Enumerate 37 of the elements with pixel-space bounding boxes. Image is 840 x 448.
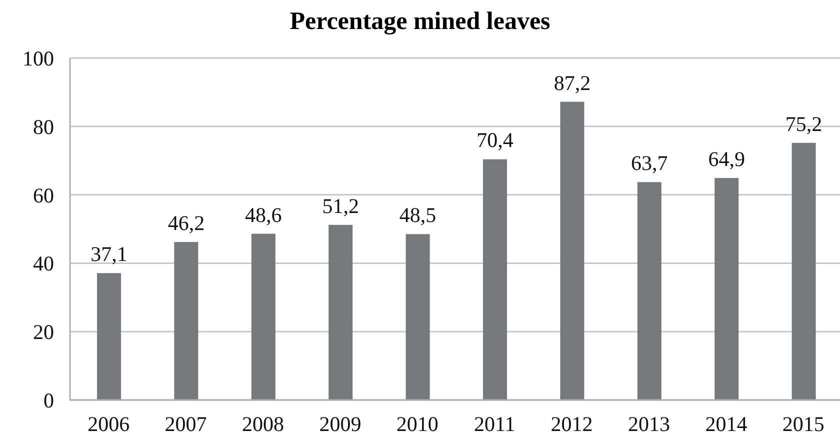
- bar: [174, 242, 198, 400]
- x-tick-label: 2012: [550, 412, 593, 436]
- y-tick-label: 20: [33, 320, 54, 344]
- y-tick-label: 60: [33, 183, 54, 208]
- data-label: 70,4: [476, 128, 514, 152]
- bar: [483, 159, 507, 400]
- x-tick-label: 2008: [242, 412, 284, 436]
- x-tick-label: 2015: [782, 412, 824, 436]
- x-tick-label: 2007: [164, 412, 207, 436]
- y-tick-label: 100: [22, 46, 54, 70]
- data-label: 63,7: [631, 151, 668, 176]
- data-label: 51,2: [322, 194, 359, 218]
- y-tick-label: 80: [33, 114, 54, 139]
- bar: [328, 224, 353, 400]
- x-tick-label: 2013: [628, 412, 670, 436]
- data-label: 64,9: [708, 147, 745, 172]
- bar: [251, 234, 276, 400]
- bar: [406, 234, 430, 400]
- data-label: 75,2: [785, 112, 822, 136]
- bar: [792, 142, 816, 400]
- data-label: 48,6: [245, 202, 282, 227]
- data-label: 48,5: [399, 203, 436, 228]
- y-tick-label: 40: [33, 252, 54, 276]
- x-tick-label: 2011: [474, 412, 516, 436]
- data-label: 46,2: [168, 210, 205, 235]
- data-label: 87,2: [554, 70, 591, 95]
- data-label: 37,1: [90, 242, 128, 266]
- bar: [714, 178, 739, 400]
- x-tick-label: 2006: [88, 412, 130, 436]
- bar: [97, 273, 121, 400]
- bar: [637, 182, 662, 400]
- bar: [560, 102, 584, 400]
- x-tick-label: 2009: [319, 412, 362, 436]
- chart-title: Percentage mined leaves: [288, 8, 552, 37]
- y-tick-label: 0: [44, 388, 54, 412]
- x-tick-label: 2010: [396, 412, 438, 436]
- x-tick-label: 2014: [705, 412, 748, 436]
